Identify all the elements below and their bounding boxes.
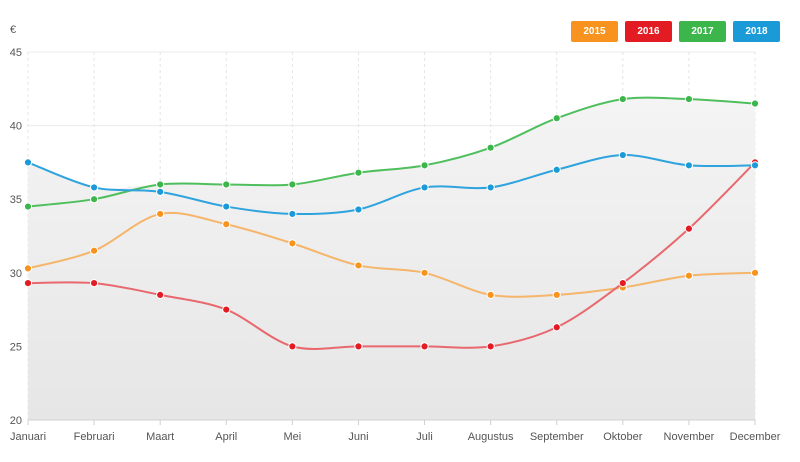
data-point-2018 [354,205,363,214]
data-point-2016 [89,279,99,288]
series-2018 [23,150,760,219]
data-point-2015 [684,271,694,280]
data-point-2017 [618,95,627,104]
x-tick-label: Januari [10,431,46,443]
x-tick-label: Juli [416,431,433,443]
series-2015 [23,209,760,299]
series-line-2018 [27,154,756,216]
x-tick-label: Maart [146,431,174,443]
data-point-2017 [288,180,297,189]
axes: € 20 25 30 35 40 45 Januari Februari Maart April M… [10,24,781,443]
data-point-2015 [288,239,297,248]
data-point-2015 [420,268,429,277]
series [23,95,760,351]
data-point-2017 [750,99,760,108]
x-tick-label: April [215,431,237,443]
legend-item-2016[interactable]: 2016 [625,21,672,42]
data-point-2018 [89,183,99,192]
x-tick-label: Mei [283,431,301,443]
legend-item-2018[interactable]: 2018 [733,21,780,42]
data-point-2017 [354,168,363,177]
data-point-2016 [684,224,694,233]
y-tick-label: 30 [10,268,22,280]
data-point-2018 [420,183,429,192]
data-point-2015 [222,220,231,229]
data-point-2015 [89,246,99,255]
x-tick-label: Juni [348,431,368,443]
series-line-2017 [27,96,756,208]
x-tick-label: November [664,431,715,443]
data-point-2018 [156,187,165,196]
data-point-2015 [750,268,760,277]
data-point-2017 [552,114,561,123]
data-point-2018 [618,150,627,160]
data-point-2016 [222,305,231,314]
y-tick-label: 20 [10,415,22,427]
legend-item-2015[interactable]: 2015 [571,21,618,42]
data-point-2016 [23,279,33,288]
area-fill [28,97,755,421]
data-point-2018 [222,202,231,211]
data-point-2018 [750,161,760,170]
series-2016 [23,158,760,351]
y-tick-label: 45 [10,47,22,59]
x-tick-label: Oktober [603,431,642,443]
data-point-2017 [156,180,165,189]
data-point-2016 [156,290,165,299]
x-tick-label: December [730,431,781,443]
data-point-2015 [156,209,165,219]
background-area [28,97,755,421]
data-point-2017 [684,95,694,104]
series-line-2015 [27,211,756,298]
data-point-2018 [23,158,33,167]
data-point-2016 [288,342,297,351]
x-tick-label: Augustus [468,431,514,443]
legend-item-2017[interactable]: 2017 [679,21,726,42]
data-point-2016 [618,279,627,288]
data-point-2017 [89,195,99,204]
data-point-2018 [552,165,561,174]
data-point-2017 [23,202,33,211]
y-axis-label: € [10,24,16,36]
series-2017 [23,95,760,211]
data-point-2018 [486,183,495,192]
data-point-2016 [486,342,495,351]
x-tick-label: Februari [74,431,115,443]
data-point-2017 [486,143,495,152]
x-tick-label: September [530,431,584,443]
y-tick-label: 35 [10,194,22,206]
data-point-2016 [354,342,363,351]
data-point-2015 [354,261,363,270]
data-point-2018 [288,209,297,219]
data-point-2016 [420,342,429,351]
data-point-2017 [420,161,429,170]
legend: 2015 2016 2017 2018 [571,21,780,42]
y-tick-label: 25 [10,341,22,353]
data-point-2015 [552,290,561,299]
data-point-2015 [23,264,33,273]
data-point-2018 [684,161,694,170]
data-point-2016 [552,323,561,332]
data-point-2017 [222,180,231,189]
data-point-2015 [486,290,495,299]
y-tick-label: 40 [10,121,22,133]
